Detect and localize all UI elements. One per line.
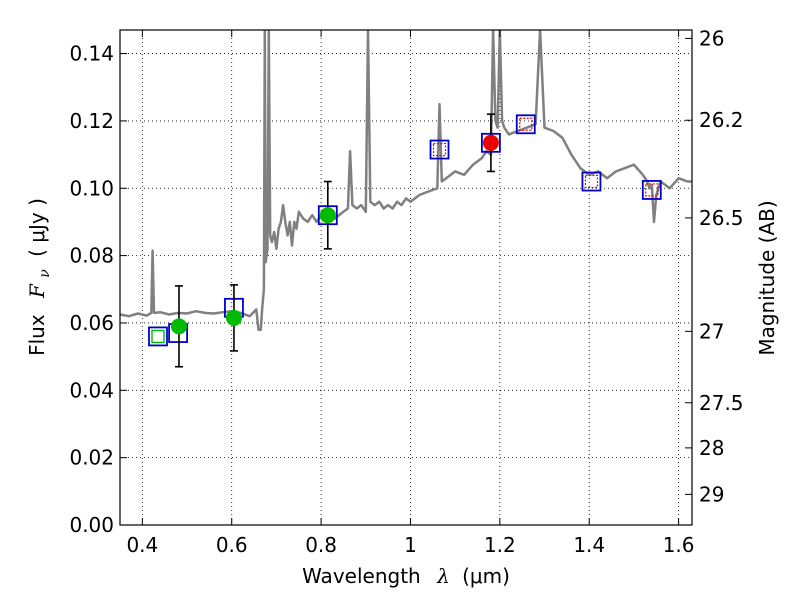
y-tick-label: 0.12 [69,109,114,133]
inner-red-box-marker [584,174,599,189]
x-tick-label: 0.4 [126,533,158,557]
x-tick-label: 0.6 [216,533,248,557]
axis-layer: 0.4 0.6 0.8 1 1.2 1.4 1.6 0.00 0.02 0.04 0.06 0.08 0… [69,26,743,557]
right-axis-label: Magnitude (AB) [755,200,779,355]
x-tick-label: 1.2 [484,533,516,557]
x-tick-label: 1.6 [663,533,695,557]
green-point-marker [319,207,336,224]
x-tick-label: 0.8 [305,533,337,557]
inner-red-box-marker [645,183,659,197]
y2-tick-label: 27 [699,319,724,343]
y-tick-label: 0.10 [69,176,114,200]
green-point-marker [225,309,242,326]
y-axis-label-subscript: ν [37,269,53,278]
y-tick-label: 0.06 [69,311,114,335]
model-box-layer [148,114,662,347]
x-axis-label: Wavelength λ (μm) [302,564,510,588]
x-axis-label-symbol: λ [436,564,450,588]
template-layer [120,30,692,331]
inner-green-box-marker [151,329,165,344]
model-box-marker [148,326,168,347]
grid-layer [120,30,692,526]
y-tick-label: 0.08 [69,244,114,268]
x-tick-label: 1 [404,533,417,557]
y-axis-label: Flux F ν ( μJy ) [25,198,54,356]
y-axis-label-symbol: F [25,283,49,299]
y-axis-label-prefix: Flux [25,314,49,356]
x-axis-label-prefix: Wavelength [302,564,421,588]
x-axis-label-unit: (μm) [462,564,510,588]
y2-tick-label: 26 [699,26,724,50]
y-tick-label: 0.00 [69,513,114,537]
y2-tick-label: 28 [699,436,724,460]
model-box-marker [429,139,450,160]
y-axis-label-unit: ( μJy ) [25,198,49,257]
template-spectrum-line [120,30,692,331]
y2-tick-label: 26.5 [699,206,744,230]
model-box-marker [515,114,536,135]
y2-tick-label: 27.5 [699,391,744,415]
x-tick-label: 1.4 [573,533,605,557]
inner-red-box-marker [519,117,533,131]
green-point-marker [170,318,187,335]
inner-red-box-marker [432,142,447,157]
y-tick-label: 0.02 [69,446,114,470]
y-tick-label: 0.04 [69,378,114,402]
y2-tick-label: 26.2 [699,108,744,132]
observed-point-layer [170,113,499,368]
model-box-marker [641,180,662,200]
red-point-marker [482,134,499,151]
y-tick-label: 0.14 [69,42,114,66]
plot-frame [119,29,693,526]
model-box-marker [581,171,602,192]
y2-tick-label: 29 [699,482,724,506]
